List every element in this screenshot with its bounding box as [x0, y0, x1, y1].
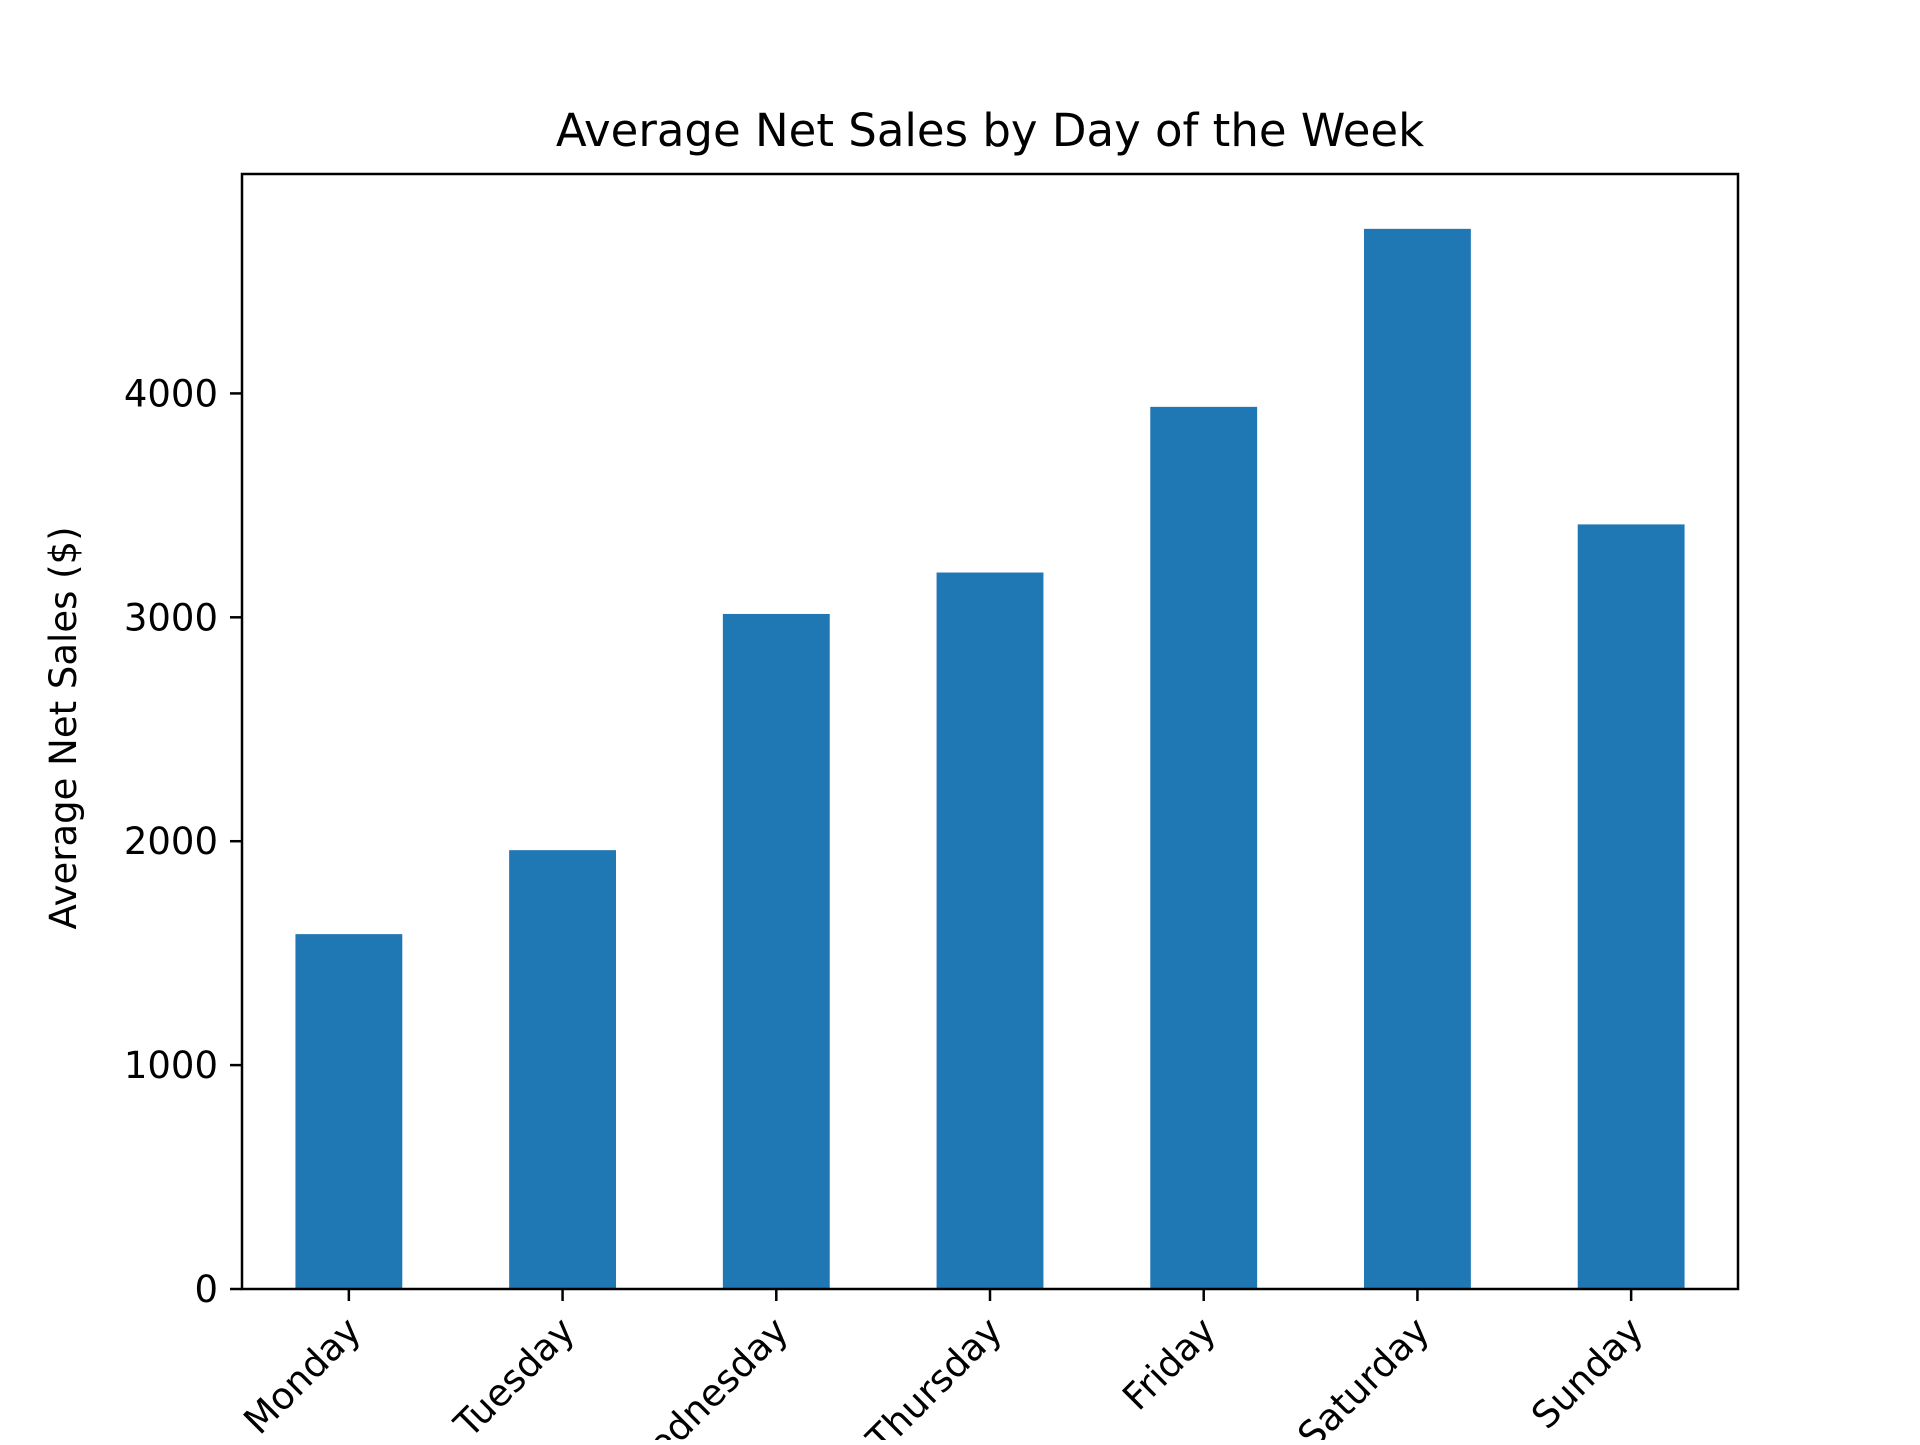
- x-tick-label-friday: Friday: [1114, 1309, 1224, 1419]
- y-tick-label: 1000: [124, 1044, 218, 1087]
- bar-sunday: [1577, 524, 1685, 1289]
- x-tick-label-saturday: Saturday: [1289, 1309, 1437, 1440]
- chart-title: Average Net Sales by Day of the Week: [556, 104, 1424, 157]
- x-tick-label-tuesday: Tuesday: [445, 1309, 583, 1440]
- x-tick-label-monday: Monday: [236, 1309, 370, 1440]
- y-tick-label: 4000: [124, 372, 218, 415]
- bar-wednesday: [722, 613, 830, 1289]
- x-tick-label-wednesday: Wednesday: [615, 1309, 797, 1440]
- y-tick-label: 3000: [124, 596, 218, 639]
- bar-friday: [1150, 406, 1258, 1290]
- bar-thursday: [936, 572, 1044, 1289]
- y-axis-ticks: 0 1000 2000 3000 4000: [124, 372, 242, 1311]
- plot-area-frame: [240, 172, 1740, 1291]
- bar-tuesday: [509, 850, 616, 1289]
- bar-saturday: [1364, 228, 1471, 1290]
- y-tick-label: 2000: [124, 820, 218, 863]
- bars-group: [295, 228, 1685, 1290]
- y-axis-label: Average Net Sales ($): [42, 526, 85, 929]
- bar-monday: [295, 934, 403, 1289]
- x-tick-label-thursday: Thursday: [858, 1309, 1011, 1440]
- y-tick-label: 0: [194, 1268, 218, 1311]
- x-tick-label-sunday: Sunday: [1523, 1309, 1651, 1437]
- x-axis-ticks: Monday Tuesday Wednesday Thursday Friday Satu…: [236, 1289, 1652, 1445]
